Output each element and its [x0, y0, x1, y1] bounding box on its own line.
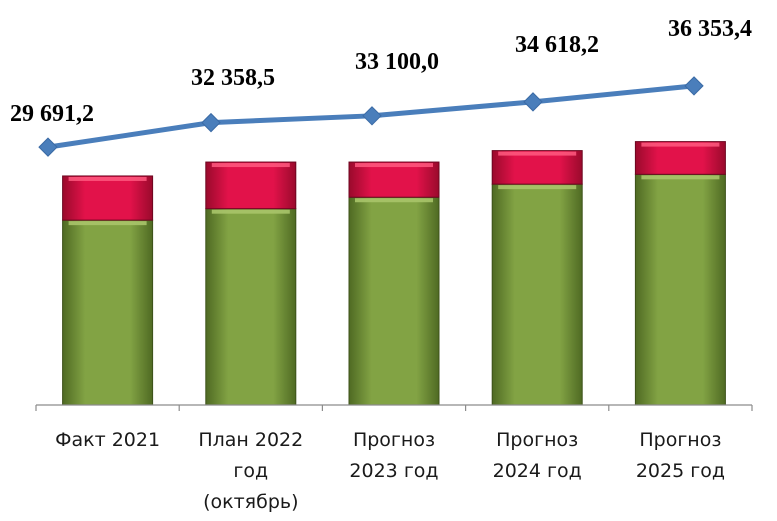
x-tick-label: год: [233, 460, 268, 482]
bar-segment-red: [205, 161, 297, 210]
line-marker: [38, 137, 58, 157]
line-marker: [523, 92, 543, 112]
x-tick-label: Прогноз: [639, 429, 721, 451]
data-label: 34 618,2: [515, 32, 599, 58]
bar-segment-green: [62, 219, 154, 406]
bar-segment-green: [348, 196, 440, 406]
x-tick-label: Прогноз: [496, 429, 578, 451]
bar-bevel-green: [68, 221, 147, 226]
x-tick-label: План 2022: [198, 429, 303, 451]
bar-segment-green: [491, 183, 583, 406]
data-label: 33 100,0: [355, 49, 439, 75]
x-tick-label: Прогноз: [353, 429, 435, 451]
bar-segment-red: [491, 150, 583, 185]
line-layer: [38, 76, 704, 157]
x-tick-label: 2025 год: [636, 460, 725, 482]
bar-bevel-green: [498, 185, 577, 190]
bar-stack: [491, 150, 583, 406]
bar-bevel-red: [641, 142, 720, 147]
bar-segment-red: [634, 141, 726, 175]
bar-bevel-green: [641, 175, 720, 180]
bar-stack: [205, 161, 297, 406]
data-label: 32 358,5: [191, 65, 275, 91]
bar-bevel-green: [355, 198, 433, 203]
x-tick-label: Факт 2021: [55, 429, 160, 451]
bar-stack: [348, 161, 440, 406]
bar-bevel-green: [211, 209, 290, 214]
x-tick-label: (октябрь): [203, 491, 298, 513]
bar-segment-red: [348, 161, 440, 198]
x-tick-label: 2024 год: [493, 460, 582, 482]
x-axis-ticks: [35, 405, 753, 411]
bar-stack: [62, 175, 154, 406]
x-tick-label: 2023 год: [349, 460, 438, 482]
bar-segment-green: [634, 173, 726, 406]
data-label: 29 691,2: [10, 101, 94, 127]
bar-bevel-red: [498, 151, 577, 156]
line-marker: [684, 76, 704, 96]
bar-bevel-red: [211, 163, 290, 168]
bar-stack: [634, 141, 726, 406]
data-label: 36 353,4: [668, 16, 752, 42]
line-marker: [362, 106, 382, 126]
bar-segment-red: [62, 175, 154, 221]
line-marker: [201, 112, 221, 133]
labels-layer: 29 691,2 32 358,5 33 100,0 34 618,2 36 353,4…: [10, 16, 752, 513]
bar-segment-green: [205, 208, 297, 406]
bar-bevel-red: [68, 176, 147, 181]
bar-bevel-red: [355, 163, 433, 168]
bars-layer: [62, 141, 726, 406]
